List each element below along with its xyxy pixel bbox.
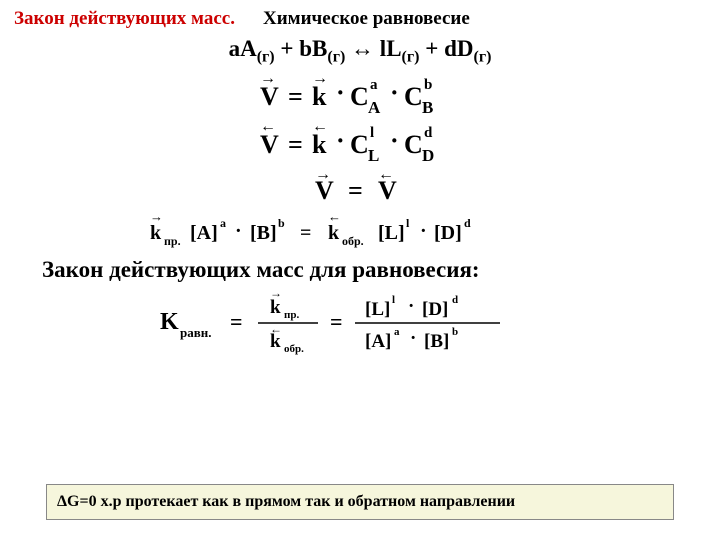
arrow-fwd-k: →: [312, 70, 328, 87]
phase-A: (г): [257, 49, 275, 66]
dot1-fwd: ·: [336, 78, 345, 107]
dot-b: ·: [410, 328, 416, 349]
A2: [A]: [365, 331, 391, 352]
rate-rev-svg: V ← = k ← · C l L · C d D: [210, 117, 510, 165]
obr: обр.: [342, 234, 364, 248]
eq2: =: [330, 309, 343, 334]
b: b: [278, 216, 285, 230]
c2sub-rev: D: [422, 146, 434, 165]
a2: a: [394, 326, 400, 338]
phase-L: (г): [402, 49, 420, 66]
c2sub-fwd: B: [422, 98, 433, 117]
kobr: k: [328, 222, 340, 244]
ar2: ←: [270, 322, 282, 336]
delta-g: ΔG=0: [57, 493, 97, 510]
dot2-fwd: ·: [390, 78, 399, 107]
rate-fwd-svg: V → = k → · C a A · C b B: [210, 69, 510, 117]
pr: пр.: [164, 234, 181, 248]
ar-kobr: ←: [328, 209, 341, 224]
c2sup-fwd: b: [424, 77, 432, 93]
arrow-fwd-v: →: [260, 70, 276, 87]
A: [A]: [190, 222, 218, 244]
d2: d: [452, 294, 458, 306]
pr2: пр.: [284, 309, 299, 321]
a: a: [220, 216, 226, 230]
c1sup-rev: l: [370, 125, 374, 141]
plus-2: +: [425, 36, 438, 61]
K: K: [160, 309, 179, 335]
a2: ←: [378, 166, 394, 183]
c2-fwd: C: [404, 82, 423, 111]
eq-k: =: [300, 222, 311, 244]
species-B: B: [312, 36, 327, 61]
d: d: [464, 216, 471, 230]
B2: [B]: [424, 331, 449, 352]
phase-B: (г): [327, 49, 345, 66]
k-row-svg: k → пр. [A] a · [B] b = k ← обр. [L] l ·…: [120, 209, 600, 251]
keq-svg: K равн. = k → пр. k ← обр. = [L] l · [D]…: [130, 285, 590, 357]
af2: →: [270, 286, 282, 300]
l: l: [406, 216, 410, 230]
dot-t: ·: [408, 296, 414, 317]
arrow-rev-k: ←: [312, 118, 328, 135]
title-right: Химическое равновесие: [263, 8, 470, 30]
eq-vv: =: [348, 176, 363, 205]
formula-block: V → = k → · C a A · C b B V ← = k ← · C …: [0, 69, 720, 251]
c1sub-rev: L: [368, 146, 379, 165]
dot1-rev: ·: [336, 126, 345, 155]
reaction-equation: aA(г) + bB(г) ↔ lL(г) + dD(г): [0, 36, 720, 67]
arrow-rev-v: ←: [260, 118, 276, 135]
coef-d: d: [444, 36, 457, 61]
phase-D: (г): [473, 49, 491, 66]
obr2: обр.: [284, 343, 304, 355]
b2: b: [452, 326, 458, 338]
D: [D]: [434, 222, 462, 244]
keq-block: K равн. = k → пр. k ← обр. = [L] l · [D]…: [0, 285, 720, 357]
species-D: D: [457, 36, 474, 61]
af-kpr: →: [150, 209, 163, 224]
L: [L]: [378, 222, 405, 244]
footer-text: х.р протекает как в прямом так и обратно…: [97, 493, 516, 510]
eq-fwd: =: [288, 82, 303, 111]
B: [B]: [250, 222, 277, 244]
c2-rev: C: [404, 130, 423, 159]
D2: [D]: [422, 299, 448, 320]
dot-k2: ·: [420, 220, 427, 242]
kpr2: k: [270, 297, 281, 318]
footer-box: ΔG=0 х.р протекает как в прямом так и об…: [46, 484, 674, 520]
subtitle: Закон действующих масс для равновесия:: [0, 257, 720, 283]
ravn: равн.: [180, 325, 212, 340]
c1-fwd: C: [350, 82, 369, 111]
a1: →: [315, 166, 331, 183]
dot2-rev: ·: [390, 126, 399, 155]
species-A: A: [240, 36, 257, 61]
dot-k1: ·: [235, 220, 242, 242]
species-L: L: [386, 36, 401, 61]
c2sup-rev: d: [424, 125, 433, 141]
coef-b: b: [299, 36, 312, 61]
c1sub-fwd: A: [368, 98, 381, 117]
L2: [L]: [365, 299, 390, 320]
v-equal-v-svg: V → = V ←: [260, 165, 460, 209]
rxn-arrow: ↔: [351, 36, 374, 61]
l2: l: [392, 294, 395, 306]
title-row: Закон действующих масс. Химическое равно…: [0, 0, 720, 32]
eq1: =: [230, 309, 243, 334]
plus-1: +: [280, 36, 293, 61]
kpr: k: [150, 222, 162, 244]
c1-rev: C: [350, 130, 369, 159]
title-left: Закон действующих масс.: [14, 8, 235, 30]
c1sup-fwd: a: [370, 77, 378, 93]
coef-a: a: [229, 36, 241, 61]
eq-rev: =: [288, 130, 303, 159]
